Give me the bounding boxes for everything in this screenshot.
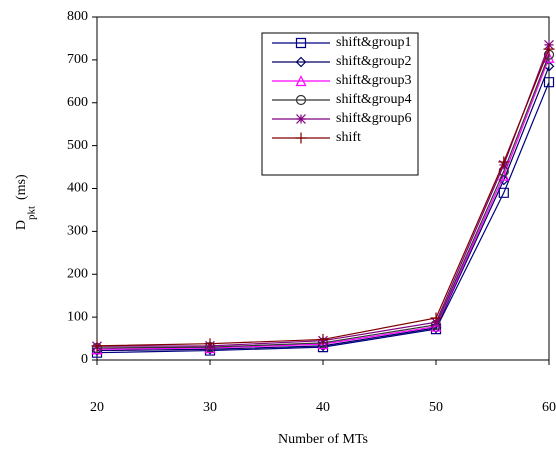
x-tick-label: 30 xyxy=(203,400,217,415)
legend-label: shift&group3 xyxy=(336,73,411,88)
y-axis-label: D pkt (ms) xyxy=(14,174,37,230)
y-axis-label-main: D xyxy=(14,220,29,230)
y-tick-label: 500 xyxy=(67,138,88,153)
y-tick-label: 300 xyxy=(67,224,88,239)
marker xyxy=(204,338,216,350)
y-tick-label: 100 xyxy=(67,309,88,324)
legend-label: shift&group4 xyxy=(336,92,411,107)
marker xyxy=(295,37,307,49)
legend-label: shift&group6 xyxy=(336,111,411,126)
marker xyxy=(430,319,442,330)
marker xyxy=(91,342,103,354)
marker xyxy=(295,56,307,68)
marker xyxy=(543,77,555,88)
marker xyxy=(295,94,307,106)
legend-label: shift&group2 xyxy=(336,54,411,69)
marker xyxy=(295,75,307,87)
y-tick-label: 200 xyxy=(67,266,88,281)
marker xyxy=(295,132,307,144)
marker xyxy=(430,312,442,324)
marker xyxy=(543,43,555,55)
y-axis-label-sub: pkt xyxy=(26,206,38,220)
x-axis-label: Number of MTs xyxy=(278,432,368,447)
series-line xyxy=(96,54,550,349)
marker xyxy=(91,340,103,352)
series-line xyxy=(96,44,550,347)
marker xyxy=(498,156,510,168)
x-tick-label: 50 xyxy=(429,400,443,415)
y-tick-label: 800 xyxy=(67,9,88,24)
y-tick-label: 600 xyxy=(67,95,88,110)
y-tick-label: 400 xyxy=(67,181,88,196)
marker xyxy=(430,320,442,332)
marker xyxy=(498,187,509,198)
legend-label: shift&group1 xyxy=(336,35,411,50)
y-axis-label-unit: (ms) xyxy=(14,174,29,200)
legend-label: shift xyxy=(336,130,361,145)
x-tick-label: 20 xyxy=(90,400,104,415)
x-tick-label: 40 xyxy=(316,400,330,415)
x-tick-label: 60 xyxy=(542,400,556,415)
marker xyxy=(317,333,329,345)
y-tick-label: 700 xyxy=(67,52,88,67)
series-line xyxy=(96,48,550,347)
series-line xyxy=(96,81,550,354)
series-line xyxy=(96,57,550,350)
marker xyxy=(296,114,306,124)
marker xyxy=(317,338,329,350)
legend-box xyxy=(261,32,419,176)
series-line xyxy=(96,66,550,352)
marker xyxy=(543,51,555,63)
y-tick-label: 0 xyxy=(81,352,88,367)
marker xyxy=(430,322,442,334)
